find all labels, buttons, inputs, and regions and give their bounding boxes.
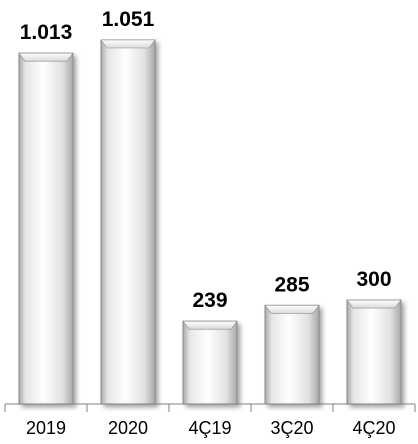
data-label-4Ç19: 239 — [192, 289, 227, 312]
x-tick-label-3Ç20: 3Ç20 — [270, 418, 313, 438]
bar-2020 — [100, 39, 156, 405]
data-label-2020: 1.051 — [102, 8, 155, 31]
x-axis: 2019 2020 4Ç19 3Ç20 4Ç20 — [4, 403, 416, 438]
x-tick-label-4Ç20: 4Ç20 — [352, 418, 395, 438]
bar-2019 — [18, 52, 74, 405]
x-tick-label-2020: 2020 — [108, 418, 148, 438]
bar-4Ç19 — [182, 320, 238, 405]
data-label-2019: 1.013 — [20, 21, 73, 44]
value-labels-group: 1.013 1.051 239 285 300 — [20, 8, 392, 312]
bar-3Ç20 — [264, 304, 320, 405]
x-tick-label-4Ç19: 4Ç19 — [188, 418, 231, 438]
bar-4Ç20 — [346, 299, 402, 405]
x-tick-label-2019: 2019 — [26, 418, 66, 438]
data-label-3Ç20: 285 — [274, 273, 309, 296]
data-label-4Ç20: 300 — [356, 268, 391, 291]
bars-group — [18, 39, 402, 405]
